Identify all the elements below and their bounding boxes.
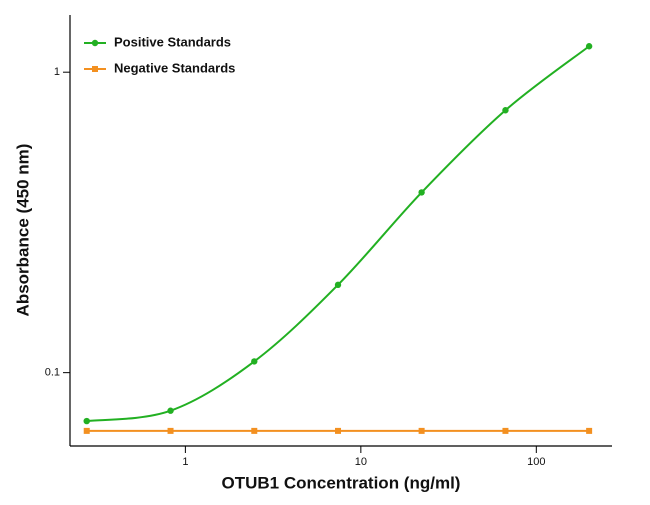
data-point: [251, 358, 258, 365]
series-line: [86, 45, 590, 423]
legend-label: Positive Standards: [114, 34, 231, 49]
data-point: [83, 417, 90, 425]
legend-marker: [91, 39, 99, 47]
data-point: [251, 427, 258, 434]
data-point: [83, 427, 90, 434]
data-point: [502, 427, 509, 434]
data-point: [502, 107, 509, 114]
x-tick-label: 100: [527, 456, 545, 468]
data-point: [418, 427, 425, 434]
y-axis-title: Absorbance (450 nm): [13, 144, 32, 317]
data-point: [586, 427, 593, 434]
data-point: [167, 407, 174, 414]
y-tick-label: 0.1: [45, 367, 60, 379]
data-point: [585, 43, 593, 50]
data-point: [334, 281, 342, 289]
data-point: [418, 189, 425, 196]
data-point: [335, 427, 342, 434]
y-tick-label: 1: [54, 66, 60, 78]
x-tick-label: 10: [355, 456, 367, 468]
x-tick-label: 1: [182, 456, 188, 468]
x-axis-title: OTUB1 Concentration (ng/ml): [222, 473, 461, 492]
legend-marker: [92, 66, 98, 72]
legend-label: Negative Standards: [114, 60, 235, 75]
data-point: [167, 427, 174, 434]
